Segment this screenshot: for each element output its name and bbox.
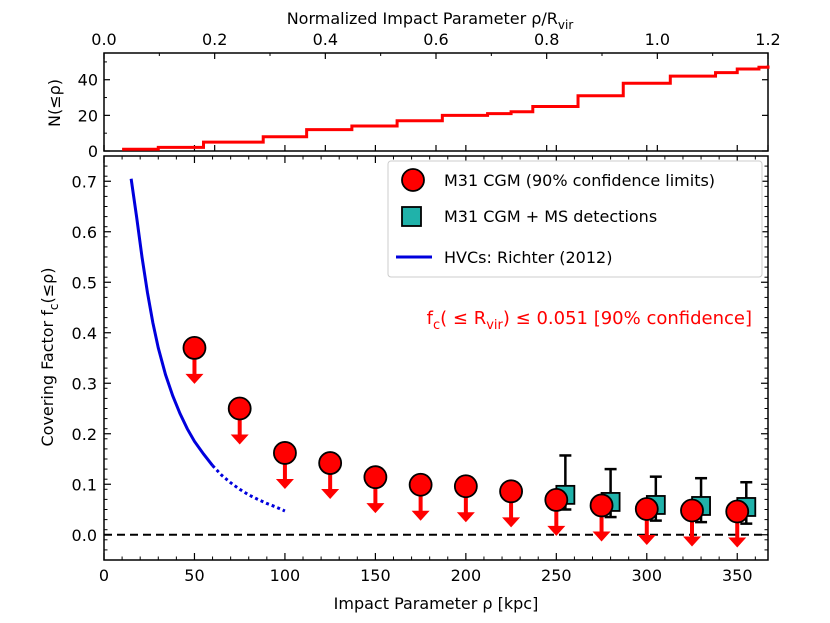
top-x-tick-label: 0.2: [202, 30, 227, 49]
upper-limit-point: [680, 498, 704, 523]
bottom-y-tick-label: 0.5: [72, 273, 97, 292]
upper-limit-arrow-head: [456, 512, 475, 523]
bottom-x-tick-label: 50: [184, 566, 204, 585]
bottom-y-tick-label: 0.4: [72, 324, 97, 343]
upper-limit-point: [589, 493, 614, 518]
upper-limit-point: [227, 396, 252, 421]
upper-limit-arrow-head: [728, 537, 747, 548]
bottom-x-tick-label: 200: [451, 566, 482, 585]
bottom-y-axis-title: Covering Factor fc(≤ρ): [38, 267, 61, 446]
upper-limit-point: [363, 465, 388, 490]
upper-limit-point: [634, 497, 659, 521]
bottom-x-tick-label: 150: [360, 566, 391, 585]
upper-limit-arrow-head: [592, 531, 611, 542]
upper-limit-point: [544, 488, 569, 512]
top-y-tick-label: 20: [78, 106, 98, 125]
upper-limit-point: [453, 474, 478, 499]
legend-detection-label: M31 CGM + MS detections: [444, 207, 657, 226]
upper-limit-arrow-head: [547, 525, 566, 536]
upper-limit-arrow-head: [637, 534, 656, 545]
covering-factor-annotation: fc( ≤ Rvir) ≤ 0.051 [90% confidence]: [427, 308, 752, 333]
top-x-tick-label: 0.0: [91, 30, 116, 49]
upper-limit-point: [408, 472, 433, 497]
upper-limit-arrow-head: [411, 510, 430, 521]
bottom-panel-marks: [104, 178, 768, 548]
bottom-x-tick-label: 350: [722, 566, 753, 585]
top-y-axis-title: N(≤ρ): [45, 79, 64, 127]
bottom-x-tick-label: 100: [270, 566, 301, 585]
bottom-panel-ticks: 0 50 100 150 200 250 300 350 0.0 0.1 0.2 0.3 0.4 0.5 0…: [72, 156, 768, 585]
top-x-tick-label: 0.4: [313, 30, 338, 49]
bottom-y-tick-label: 0.0: [72, 526, 97, 545]
legend-hvc-label: HVCs: Richter (2012): [444, 248, 612, 267]
top-panel-ticks: 0.0 0.2 0.4 0.6 0.8 1.0 1.2 0 20 40: [78, 30, 781, 161]
upper-limit-arrow-head: [366, 503, 385, 514]
bottom-y-tick-label: 0.7: [72, 172, 97, 191]
top-x-tick-label: 1.0: [645, 30, 670, 49]
upper-limit-arrow-head: [502, 517, 521, 528]
bottom-x-tick-label: 250: [541, 566, 572, 585]
hvc-curve-dotted: [211, 464, 286, 513]
top-x-tick-label: 1.2: [755, 30, 780, 49]
legend-box: [387, 160, 763, 278]
legend: M31 CGM (90% confidence limits) M31 CGM …: [387, 160, 763, 278]
upper-limit-point: [182, 335, 207, 360]
bottom-x-tick-label: 300: [632, 566, 663, 585]
top-x-axis-title: Normalized Impact Parameter ρ/Rvir: [287, 9, 574, 32]
legend-upper-limit-label: M31 CGM (90% confidence limits): [444, 171, 715, 190]
top-x-tick-label: 0.8: [534, 30, 559, 49]
upper-limit-point: [273, 441, 297, 465]
legend-upper-limit-marker: [401, 168, 425, 192]
bottom-x-axis-title: Impact Parameter ρ [kpc]: [334, 594, 539, 613]
upper-limit-point: [499, 479, 523, 504]
upper-limit-point: [318, 451, 343, 475]
upper-limit-arrow-head: [683, 536, 702, 547]
top-x-tick-label: 0.6: [423, 30, 448, 49]
bottom-y-tick-label: 0.6: [72, 223, 97, 242]
cumulative-count-step: [122, 65, 770, 151]
upper-limit-arrow-head: [321, 489, 340, 500]
bottom-y-tick-label: 0.2: [72, 425, 97, 444]
legend-detection-marker: [401, 206, 422, 227]
bottom-x-tick-label: 0: [99, 566, 109, 585]
top-panel-frame: [103, 52, 769, 152]
top-panel-step-line: [122, 65, 770, 151]
top-y-tick-label: 40: [78, 71, 98, 90]
upper-limit-arrow-head: [275, 478, 294, 489]
upper-limit-point: [725, 499, 750, 524]
top-y-tick-label: 0: [88, 142, 98, 161]
bottom-y-tick-label: 0.1: [72, 475, 97, 494]
upper-limit-arrow-head: [185, 373, 204, 384]
upper-limit-arrow-head: [230, 434, 249, 445]
bottom-y-tick-label: 0.3: [72, 374, 97, 393]
hvc-curve-solid: [129, 178, 214, 467]
